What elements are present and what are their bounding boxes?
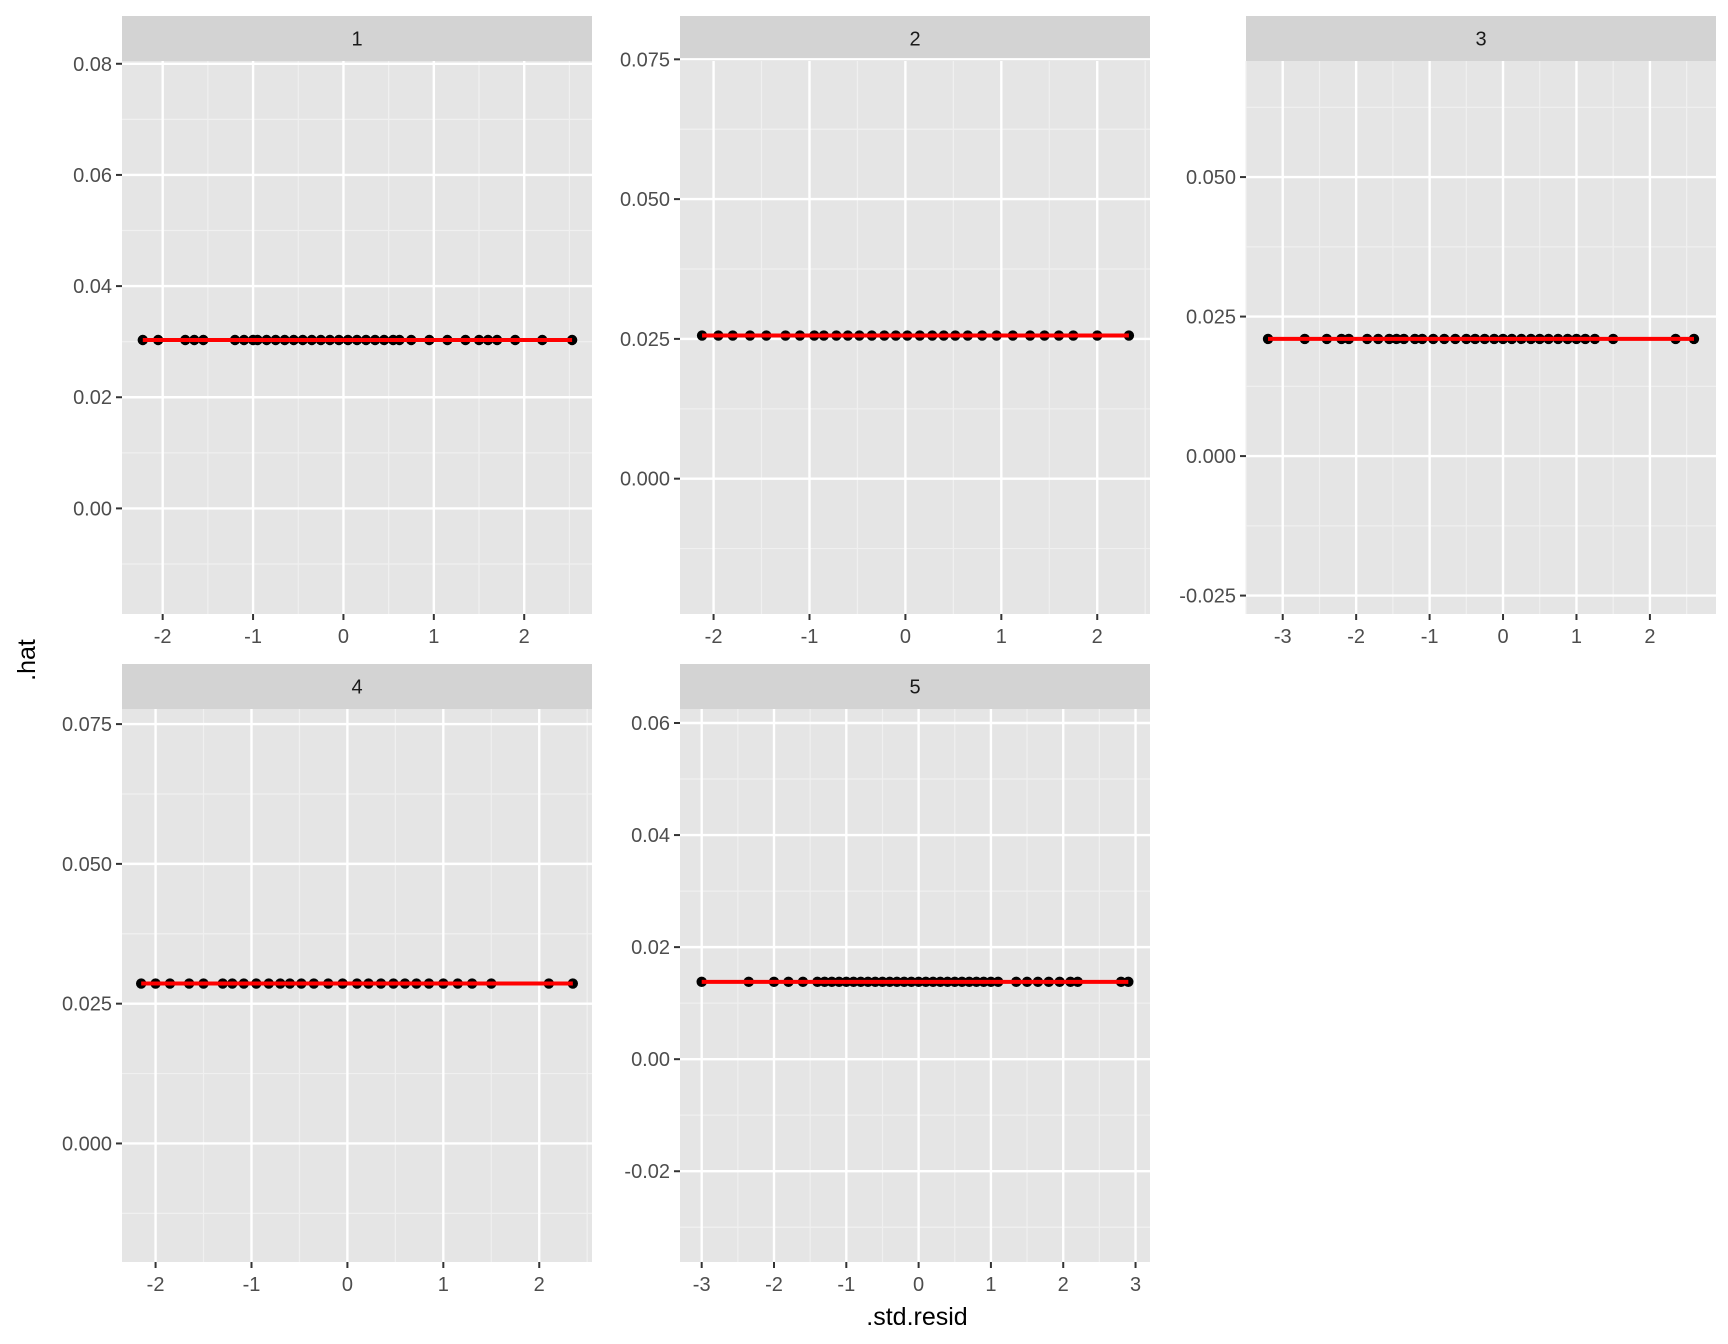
facet-panel-3: 3 -3 -2 -1 0 1 2 -0.025 0.000 0.025 0.050 (1179, 16, 1716, 648)
x-tick-label: 1 (996, 626, 1007, 648)
x-tick-label: 1 (1571, 626, 1582, 648)
x-tick-label: -3 (1274, 626, 1292, 648)
x-tick-label: 0 (900, 626, 911, 648)
x-tick-label: 1 (985, 1274, 996, 1296)
x-tick-label: -2 (154, 626, 172, 648)
facet-strip-label: 3 (1475, 29, 1486, 51)
facet-strip-label: 1 (351, 29, 362, 51)
x-tick-label: -1 (1421, 626, 1439, 648)
x-tick-label: 0 (338, 626, 349, 648)
y-tick-label: 0.000 (1186, 446, 1236, 468)
facet-strip (122, 16, 592, 61)
facet-panel-5: 5 -3 -2 -1 0 1 2 3 -0.02 0.00 0.02 0.04 0.06 (624, 664, 1150, 1296)
y-tick-label: 0.075 (620, 49, 670, 71)
y-tick-label: 0.000 (620, 469, 670, 491)
x-tick-label: -2 (147, 1274, 165, 1296)
x-tick-label: -2 (1347, 626, 1365, 648)
facet-strip-label: 5 (909, 677, 920, 699)
x-tick-label: 2 (1092, 626, 1103, 648)
y-tick-label: 0.02 (631, 937, 670, 959)
facet-panel-2: 2 -2 -1 0 1 2 0.000 0.025 0.050 0.075 (620, 16, 1150, 648)
x-tick-label: 2 (534, 1274, 545, 1296)
y-tick-label: 0.06 (73, 165, 112, 187)
y-tick-label: 0.04 (73, 276, 112, 298)
x-tick-label: 3 (1130, 1274, 1141, 1296)
facet-panel-1: 1 -2 -1 0 1 2 0.00 0.02 0.04 0.06 0.08 (73, 16, 592, 648)
y-tick-label: -0.025 (1179, 586, 1236, 608)
x-tick-label: 1 (438, 1274, 449, 1296)
y-tick-label: 0.000 (62, 1133, 112, 1155)
facet-panel-4: 4 -2 -1 0 1 2 0.000 0.025 0.050 0.075 (62, 664, 592, 1296)
x-tick-label: -1 (243, 1274, 261, 1296)
facet-panels: 1 -2 -1 0 1 2 0.00 0.02 0.04 0.06 0.08 2 -2 -1 0 1 2 0.00… (62, 16, 1716, 1296)
y-tick-label: 0.02 (73, 387, 112, 409)
x-tick-label: -1 (801, 626, 819, 648)
y-tick-label: 0.025 (62, 994, 112, 1016)
facet-strip-label: 4 (351, 677, 362, 699)
facet-strip (122, 664, 592, 709)
x-tick-label: 0 (342, 1274, 353, 1296)
y-tick-label: -0.02 (624, 1161, 670, 1183)
x-tick-label: 2 (1058, 1274, 1069, 1296)
x-tick-label: 2 (519, 626, 530, 648)
x-tick-label: 1 (428, 626, 439, 648)
x-tick-label: 0 (913, 1274, 924, 1296)
y-tick-label: 0.00 (73, 498, 112, 520)
y-tick-label: 0.075 (62, 714, 112, 736)
y-tick-label: 0.025 (1186, 307, 1236, 329)
x-tick-label: -1 (837, 1274, 855, 1296)
facet-strip-label: 2 (909, 29, 920, 51)
y-tick-label: 0.025 (620, 329, 670, 351)
x-axis-title: .std.resid (866, 1303, 967, 1331)
x-tick-label: -2 (705, 626, 723, 648)
y-tick-label: 0.050 (1186, 167, 1236, 189)
facet-strip (1246, 16, 1716, 61)
y-tick-label: 0.08 (73, 54, 112, 76)
y-tick-label: 0.050 (62, 854, 112, 876)
x-tick-label: -2 (765, 1274, 783, 1296)
data-point (1123, 976, 1134, 988)
facet-strip (680, 16, 1150, 61)
y-tick-label: 0.00 (631, 1049, 670, 1071)
x-tick-label: 0 (1497, 626, 1508, 648)
y-tick-label: 0.04 (631, 825, 670, 847)
x-tick-label: 2 (1644, 626, 1655, 648)
x-tick-label: -3 (693, 1274, 711, 1296)
facet-strip (680, 664, 1150, 709)
x-tick-label: -1 (244, 626, 262, 648)
y-axis-title: .hat (13, 639, 41, 681)
y-tick-label: 0.050 (620, 189, 670, 211)
y-tick-label: 0.06 (631, 713, 670, 735)
